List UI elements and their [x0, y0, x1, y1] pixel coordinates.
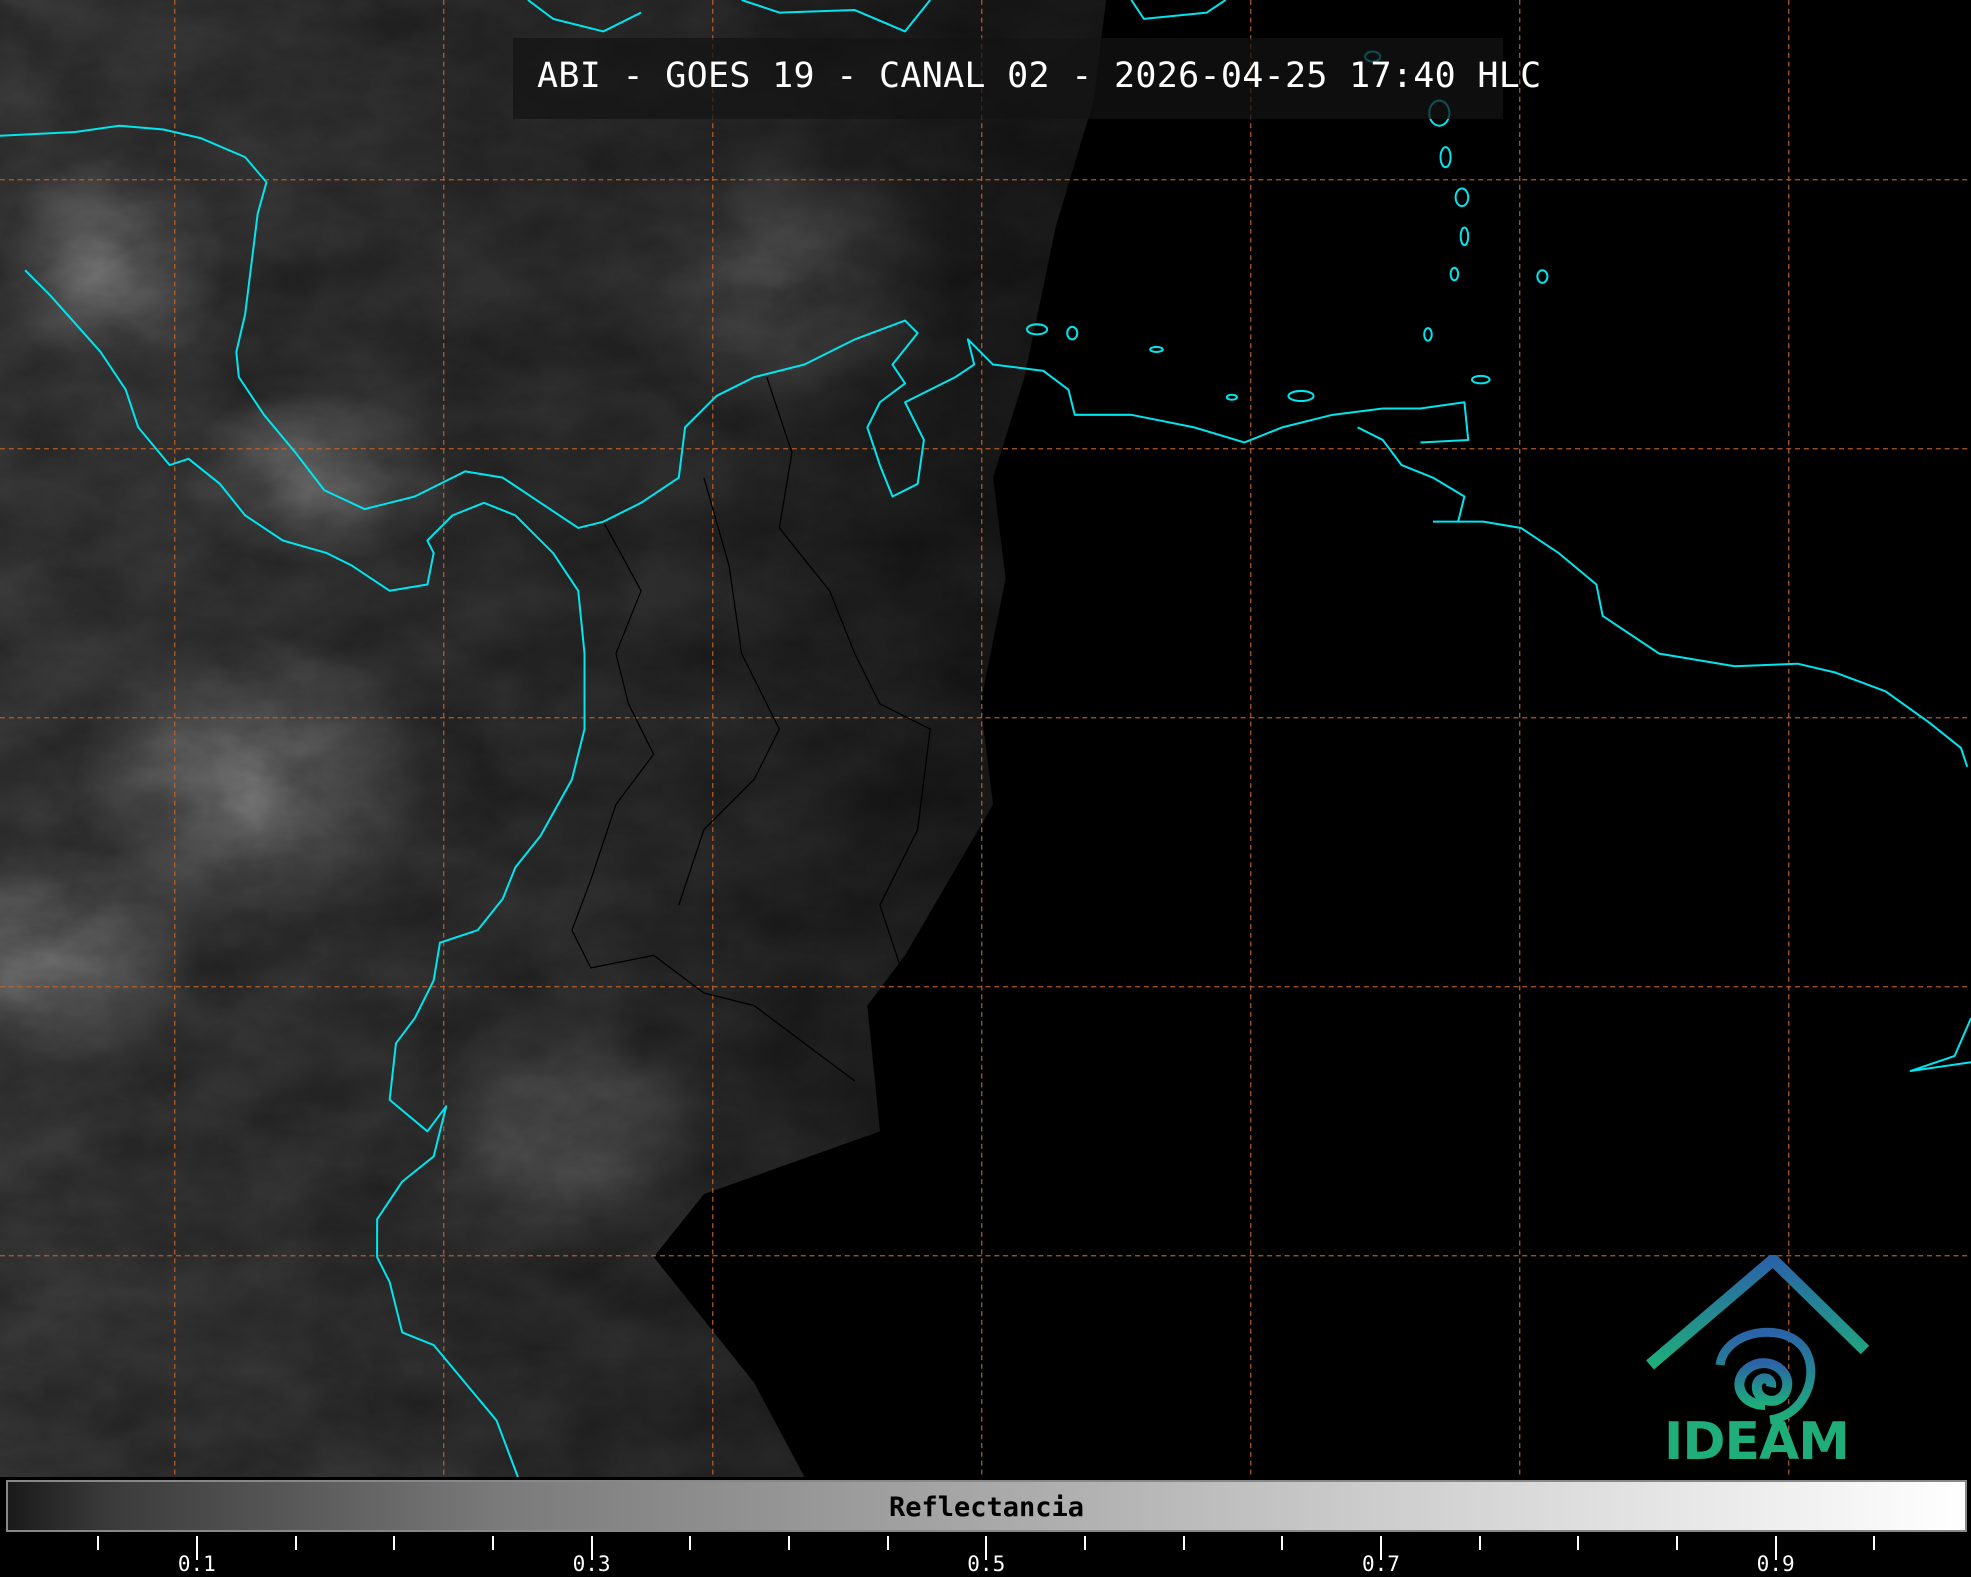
colorbar-tick-label: 0.5: [967, 1552, 1006, 1576]
colorbar-minor-tick: [1577, 1536, 1580, 1550]
colorbar-minor-tick: [97, 1536, 100, 1550]
colorbar: Reflectancia: [6, 1480, 1967, 1532]
colorbar-minor-tick: [787, 1536, 790, 1550]
colorbar-minor-tick: [1083, 1536, 1086, 1550]
colorbar-minor-tick: [1675, 1536, 1678, 1550]
colorbar-label: Reflectancia: [888, 1492, 1085, 1523]
coastlines: [0, 0, 1971, 1477]
colorbar-major-tick: [195, 1536, 198, 1560]
colorbar-minor-tick: [1478, 1536, 1481, 1550]
colorbar-minor-tick: [1281, 1536, 1284, 1550]
colorbar-tick-label: 0.3: [572, 1552, 611, 1576]
title-background: [513, 38, 1503, 119]
colorbar-minor-tick: [393, 1536, 396, 1550]
colorbar-major-tick: [985, 1536, 988, 1560]
image-title: ABI - GOES 19 - CANAL 02 - 2026-04-25 17…: [537, 56, 1542, 96]
ideam-logo-icon: [1646, 1255, 1870, 1425]
colorbar-tick-label: 0.1: [177, 1552, 216, 1576]
lat-lon-grid: [0, 0, 1971, 1477]
colorbar-minor-tick: [491, 1536, 494, 1550]
colorbar-minor-tick: [294, 1536, 297, 1550]
colorbar-major-tick: [590, 1536, 593, 1560]
satellite-map: [0, 0, 1971, 1477]
colorbar-major-tick: [1774, 1536, 1777, 1560]
colorbar-minor-tick: [689, 1536, 692, 1550]
colorbar-tick-label: 0.9: [1756, 1552, 1795, 1576]
ideam-logo-text: IDEAM: [1664, 1412, 1850, 1472]
colorbar-major-tick: [1379, 1536, 1382, 1560]
night-side: [653, 0, 1971, 1477]
country-borders: [571, 376, 931, 1082]
colorbar-minor-tick: [1873, 1536, 1876, 1550]
colorbar-minor-tick: [886, 1536, 889, 1550]
colorbar-minor-tick: [1182, 1536, 1185, 1550]
colorbar-tick-label: 0.7: [1361, 1552, 1400, 1576]
